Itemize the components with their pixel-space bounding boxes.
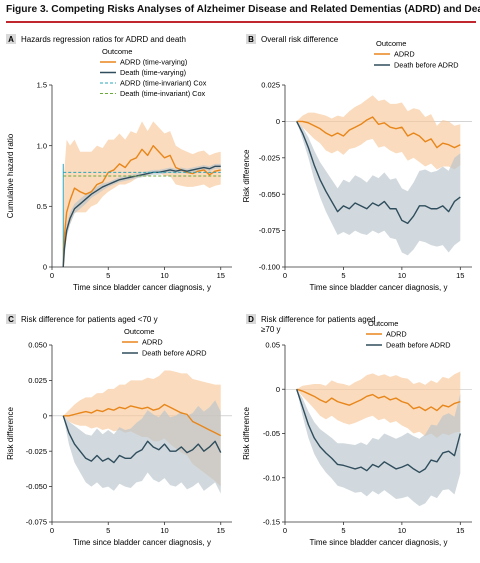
legend-label: Death before ADRD	[386, 341, 451, 350]
y-tick-label: 1.5	[37, 81, 47, 90]
y-axis-label: Risk difference	[242, 149, 251, 202]
y-tick-label: 0.05	[265, 341, 280, 350]
legend-label: ADRD (time-invariant) Cox	[120, 79, 207, 88]
chart-svg: C Risk difference for patients aged <70 y…	[6, 314, 232, 547]
y-tick-label: -0.025	[26, 447, 47, 456]
y-tick-label: 0	[43, 411, 47, 420]
y-tick-label: 1.0	[37, 141, 47, 150]
y-axis-label: Risk difference	[242, 407, 251, 460]
confidence-band	[63, 121, 221, 268]
confidence-band	[296, 371, 461, 438]
legend-label: Death (time-invariant) Cox	[120, 89, 206, 98]
x-tick-label: 15	[456, 526, 464, 535]
title-rule	[6, 21, 476, 23]
legend-label: ADRD (time-varying)	[120, 58, 187, 67]
x-tick-label: 10	[160, 526, 168, 535]
panel-d-risk-difference-70-plus: D Risk difference for patients aged ≥70 y 0…	[240, 310, 480, 563]
y-tick-label: -0.050	[259, 190, 280, 199]
x-tick-label: 5	[106, 526, 110, 535]
panel-letter: D	[248, 315, 254, 324]
chart-svg: D Risk difference for patients aged≥70 y 0…	[242, 314, 472, 547]
x-tick-label: 10	[398, 526, 406, 535]
legend-label: ADRD	[394, 50, 415, 59]
x-tick-label: 0	[283, 526, 287, 535]
series-line	[296, 389, 461, 474]
y-tick-label: -0.100	[259, 263, 280, 272]
legend-title: Outcome	[376, 39, 406, 48]
legend-label: Death before ADRD	[394, 61, 459, 70]
x-tick-label: 15	[217, 271, 225, 280]
panel-letter-box	[6, 314, 16, 324]
panel-letter-box	[6, 34, 16, 44]
y-tick-label: 0.050	[28, 341, 47, 350]
panel-c-risk-difference-under-70: C Risk difference for patients aged <70 y…	[0, 310, 240, 563]
y-tick-label: 0	[276, 385, 280, 394]
x-tick-label: 15	[456, 271, 464, 280]
y-tick-label: 0.025	[261, 81, 280, 90]
confidence-band	[296, 121, 461, 256]
y-tick-label: -0.075	[259, 226, 280, 235]
y-tick-label: 0.5	[37, 202, 47, 211]
series-line	[296, 121, 461, 225]
series-line	[62, 165, 221, 268]
series-line	[296, 116, 461, 149]
y-tick-label: 0	[43, 263, 47, 272]
panel-letter-box	[246, 314, 256, 324]
panel-b-overall-risk-difference: B Overall risk difference 0 5 10 15 0.025 0 -0.0…	[240, 30, 480, 305]
x-tick-label: 0	[50, 271, 54, 280]
y-tick-label: 0	[276, 117, 280, 126]
y-tick-label: -0.025	[259, 153, 280, 162]
chart-svg: A Hazards regression ratios for ADRD and …	[6, 34, 232, 292]
y-tick-label: 0.025	[28, 376, 47, 385]
x-axis-label: Time since bladder cancer diagnosis, y	[310, 538, 448, 547]
series-line	[63, 403, 222, 437]
x-tick-label: 15	[217, 526, 225, 535]
y-axis-label: Cumulative hazard ratio	[6, 133, 15, 218]
panel-letter: A	[8, 35, 14, 44]
legend-title: Outcome	[124, 327, 154, 336]
panel-title: Risk difference for patients aged <70 y	[21, 315, 158, 324]
y-axis-label: Risk difference	[6, 407, 15, 460]
x-tick-label: 10	[398, 271, 406, 280]
panel-title-line2: ≥70 y	[261, 325, 281, 334]
confidence-band	[296, 95, 461, 170]
x-tick-label: 0	[50, 526, 54, 535]
figure-title: Figure 3. Competing Risks Analyses of Al…	[6, 4, 480, 15]
panel-title: Risk difference for patients aged	[261, 315, 376, 324]
series-line	[62, 144, 221, 268]
x-tick-label: 10	[160, 271, 168, 280]
confidence-band	[63, 163, 221, 267]
legend-label: Death (time-varying)	[120, 68, 186, 77]
chart-svg: B Overall risk difference 0 5 10 15 0.025 0 -0.0…	[242, 34, 472, 292]
x-tick-label: 0	[283, 271, 287, 280]
series-line	[296, 388, 461, 412]
panel-letter: C	[8, 315, 14, 324]
panel-title: Hazards regression ratios for ADRD and d…	[21, 35, 186, 44]
x-tick-label: 5	[106, 271, 110, 280]
y-tick-label: -0.05	[263, 429, 280, 438]
panel-letter-box	[246, 34, 256, 44]
x-tick-label: 5	[341, 526, 345, 535]
panel-a-hazard-ratios: A Hazards regression ratios for ADRD and …	[0, 30, 240, 305]
x-axis-label: Time since bladder cancer diagnosis, y	[310, 283, 448, 292]
legend-label: ADRD	[142, 338, 163, 347]
series-line	[62, 415, 222, 464]
panel-letter: B	[248, 35, 254, 44]
confidence-band	[63, 400, 221, 494]
y-tick-label: -0.15	[263, 518, 280, 527]
y-tick-label: -0.075	[26, 518, 47, 527]
x-tick-label: 5	[341, 271, 345, 280]
legend-title: Outcome	[368, 319, 398, 328]
y-tick-label: -0.050	[26, 482, 47, 491]
legend-title: Outcome	[102, 47, 132, 56]
y-tick-label: -0.10	[263, 473, 280, 482]
panel-title: Overall risk difference	[261, 35, 339, 44]
legend-label: ADRD	[386, 330, 407, 339]
x-axis-label: Time since bladder cancer diagnosis, y	[73, 538, 211, 547]
confidence-band	[296, 389, 461, 507]
legend-label: Death before ADRD	[142, 349, 207, 358]
x-axis-label: Time since bladder cancer diagnosis, y	[73, 283, 211, 292]
